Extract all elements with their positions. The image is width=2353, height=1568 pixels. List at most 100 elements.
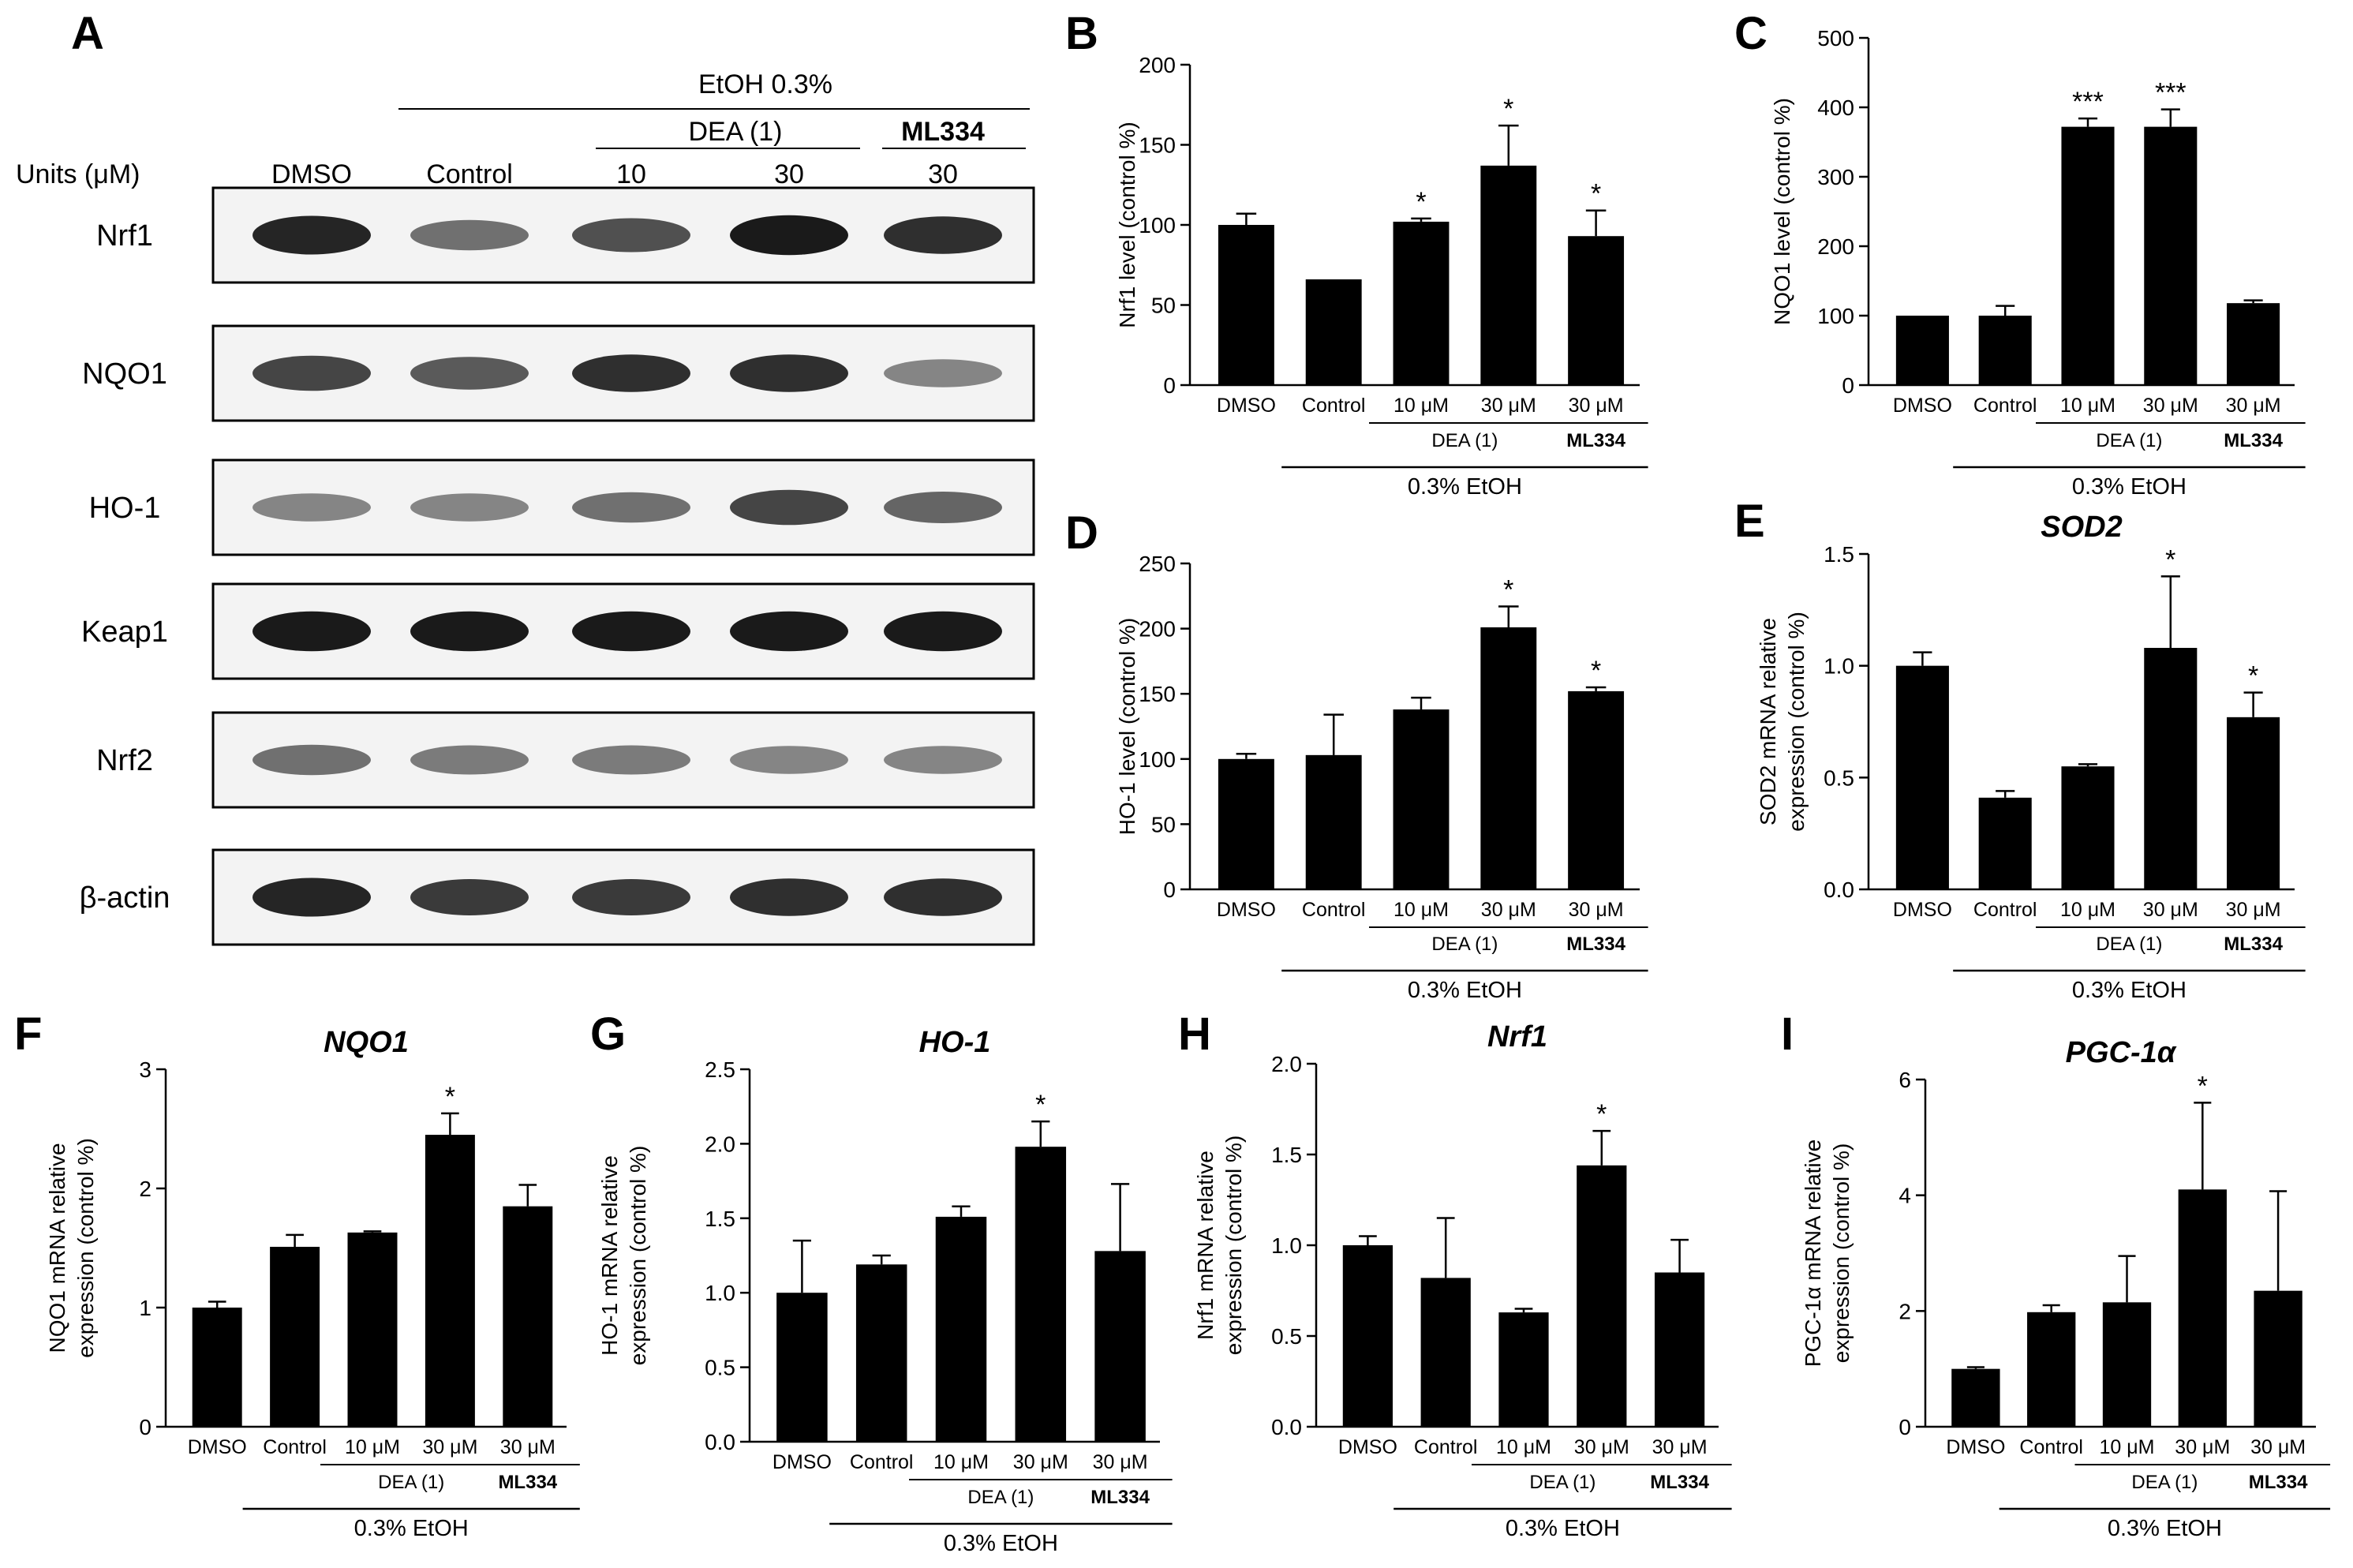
blot-row-label: Keap1: [81, 616, 168, 649]
blot-units-label: Units (μM): [16, 159, 140, 189]
y-tick-label: 100: [1817, 304, 1854, 328]
blot-band: [253, 355, 371, 391]
bar: [2227, 303, 2280, 385]
y-tick-label: 0: [1163, 373, 1176, 398]
y-tick-label: 1.5: [1271, 1143, 1302, 1167]
ml334-group-label: ML334: [2249, 1472, 2308, 1493]
category-label: DMSO: [1946, 1436, 2005, 1458]
y-tick-label: 100: [1139, 747, 1176, 772]
y-tick-label: 0: [1842, 373, 1854, 398]
blot-row: NQO1: [82, 324, 1035, 422]
y-axis-label: expression (control %): [73, 1138, 98, 1358]
dea-group-label: DEA (1): [2131, 1472, 2198, 1493]
bar: [2061, 766, 2115, 889]
bar: [1015, 1147, 1067, 1442]
bar: [2254, 1290, 2302, 1427]
y-axis-label: HO-1 level (control %): [1115, 618, 1139, 835]
dea-group-label: DEA (1): [1431, 934, 1498, 955]
blot-band: [253, 744, 371, 776]
y-tick-label: 0: [1163, 878, 1176, 902]
etoh-group-label: 0.3% EtOH: [1408, 474, 1522, 500]
significance-marker: *: [1503, 94, 1513, 124]
significance-marker: *: [1416, 187, 1426, 217]
y-axis-label: Nrf1 level (control %): [1115, 122, 1139, 327]
blot-row-label: Nrf2: [96, 744, 153, 777]
panel-letter: B: [1065, 8, 1098, 59]
bar: [2178, 1189, 2227, 1427]
chart-title: SOD2: [2041, 511, 2122, 544]
category-label: DMSO: [188, 1436, 247, 1458]
blot-band: [253, 878, 371, 917]
blot-band: [410, 493, 529, 522]
chart-panel-H: H Nrf1 0.0 0.5 1.0 1.5 2.0 Nrf1 mRNA relative ex…: [1178, 1009, 1732, 1541]
bar: [1951, 1368, 2000, 1427]
etoh-group-label: 0.3% EtOH: [944, 1531, 1058, 1556]
ml334-group-label: ML334: [1650, 1472, 1709, 1493]
blot-band: [730, 215, 848, 256]
category-label: 30 μM: [1574, 1436, 1629, 1458]
category-label: Control: [1973, 899, 2037, 921]
y-tick-label: 2.0: [705, 1132, 735, 1156]
y-tick-label: 6: [1898, 1068, 1911, 1092]
y-tick-label: 1: [139, 1296, 152, 1320]
significance-marker: *: [2198, 1071, 2208, 1101]
etoh-group-label: 0.3% EtOH: [2072, 474, 2187, 500]
y-tick-label: 1.0: [705, 1281, 735, 1305]
western-blot-panel: A EtOH 0.3% DEA (1) ML334 Units (μM) DMS…: [16, 8, 1035, 946]
category-label: DMSO: [1338, 1436, 1397, 1458]
bar: [425, 1135, 475, 1427]
blot-band: [884, 746, 1002, 774]
dea-group-label: DEA (1): [2096, 934, 2162, 955]
dea-group-label: DEA (1): [1529, 1472, 1595, 1493]
chart-title: HO-1: [919, 1026, 991, 1059]
blot-band: [410, 219, 529, 251]
category-label: 30 μM: [1481, 395, 1536, 417]
bar: [2227, 717, 2280, 889]
ml334-group-label: ML334: [2224, 430, 2283, 451]
category-label: 30 μM: [1093, 1451, 1148, 1473]
panel-letter: I: [1781, 1009, 1794, 1060]
chart-panel-F: F NQO1 0 1 2 3 NQO1 mRNA relative expression (c…: [14, 1009, 580, 1541]
category-label: Control: [2019, 1436, 2083, 1458]
blot-row-label: Nrf1: [96, 219, 153, 253]
blot-band: [253, 611, 371, 652]
bar: [270, 1246, 320, 1427]
category-label: DMSO: [772, 1451, 832, 1473]
significance-marker: *: [2248, 661, 2258, 691]
ml334-group-label: ML334: [2224, 934, 2283, 955]
blot-band: [253, 493, 371, 522]
blot-band: [884, 216, 1002, 254]
bar: [2144, 648, 2198, 889]
y-tick-label: 0.0: [1824, 878, 1854, 902]
blot-lane-label: 30: [928, 159, 958, 189]
significance-marker: *: [1503, 575, 1513, 605]
ml334-group-label: ML334: [498, 1472, 557, 1493]
y-axis-label: expression (control %): [1784, 612, 1809, 832]
y-axis-label: expression (control %): [626, 1146, 650, 1366]
blot-ml334-label: ML334: [901, 117, 985, 147]
bar: [192, 1308, 242, 1427]
y-axis-label: NQO1 level (control %): [1770, 98, 1794, 325]
category-label: 30 μM: [2143, 395, 2198, 417]
significance-marker: ***: [2072, 87, 2104, 117]
y-tick-label: 400: [1817, 95, 1854, 120]
etoh-group-label: 0.3% EtOH: [2108, 1516, 2222, 1541]
panel-letter: F: [14, 1009, 42, 1060]
blot-band: [884, 359, 1002, 387]
y-tick-label: 0.0: [1271, 1415, 1302, 1439]
bar: [1218, 225, 1274, 385]
blot-band: [730, 878, 848, 916]
bar: [1577, 1165, 1627, 1427]
y-tick-label: 0: [139, 1415, 152, 1439]
blot-band: [884, 878, 1002, 916]
blot-band: [884, 611, 1002, 652]
bar: [1218, 758, 1274, 889]
category-label: 30 μM: [2175, 1436, 2230, 1458]
bar: [1568, 236, 1625, 385]
category-label: Control: [1414, 1436, 1478, 1458]
y-tick-label: 0: [1898, 1415, 1911, 1439]
significance-marker: *: [1596, 1099, 1607, 1129]
chart-panel-B: B 0 50 100 150 200 Nrf1 level (control %) DMSO C…: [1065, 8, 1648, 500]
bar: [2102, 1302, 2152, 1427]
